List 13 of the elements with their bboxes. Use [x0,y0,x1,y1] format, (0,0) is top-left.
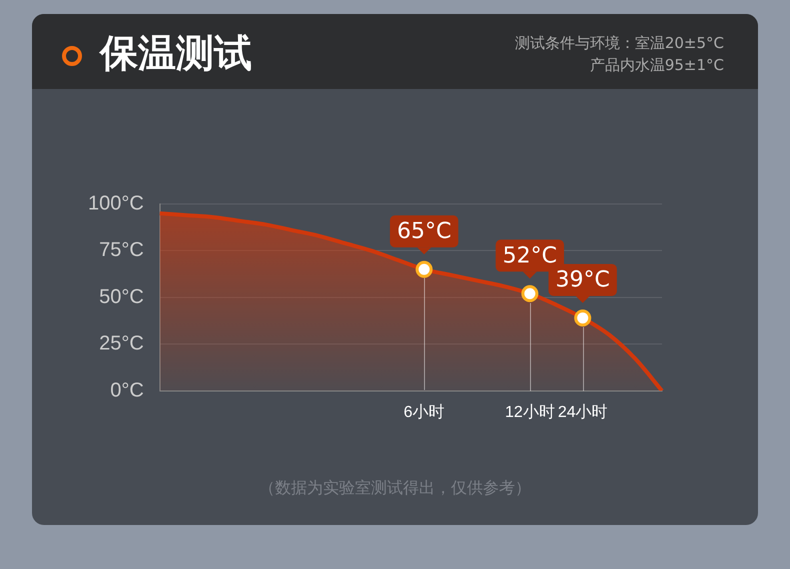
y-tick-label: 75°C [99,239,144,262]
y-tick-label: 50°C [99,286,144,308]
y-tick-label: 100°C [88,192,144,215]
data-label: 52°C [502,243,558,268]
data-label: 39°C [556,268,610,293]
x-tick-label: 24小时 [558,402,608,421]
chart-subtitle: 测试条件与环境：室温20±5°C 产品内水温95±1°C [514,33,724,76]
x-tick-label: 6小时 [404,402,445,421]
x-tick-label: 12小时 [504,402,555,421]
y-tick-label: 25°C [99,332,144,355]
chart-title: 保温测试 [100,30,252,77]
y-tick-label: 0°C [110,379,144,402]
data-label: 65°C [396,219,452,244]
